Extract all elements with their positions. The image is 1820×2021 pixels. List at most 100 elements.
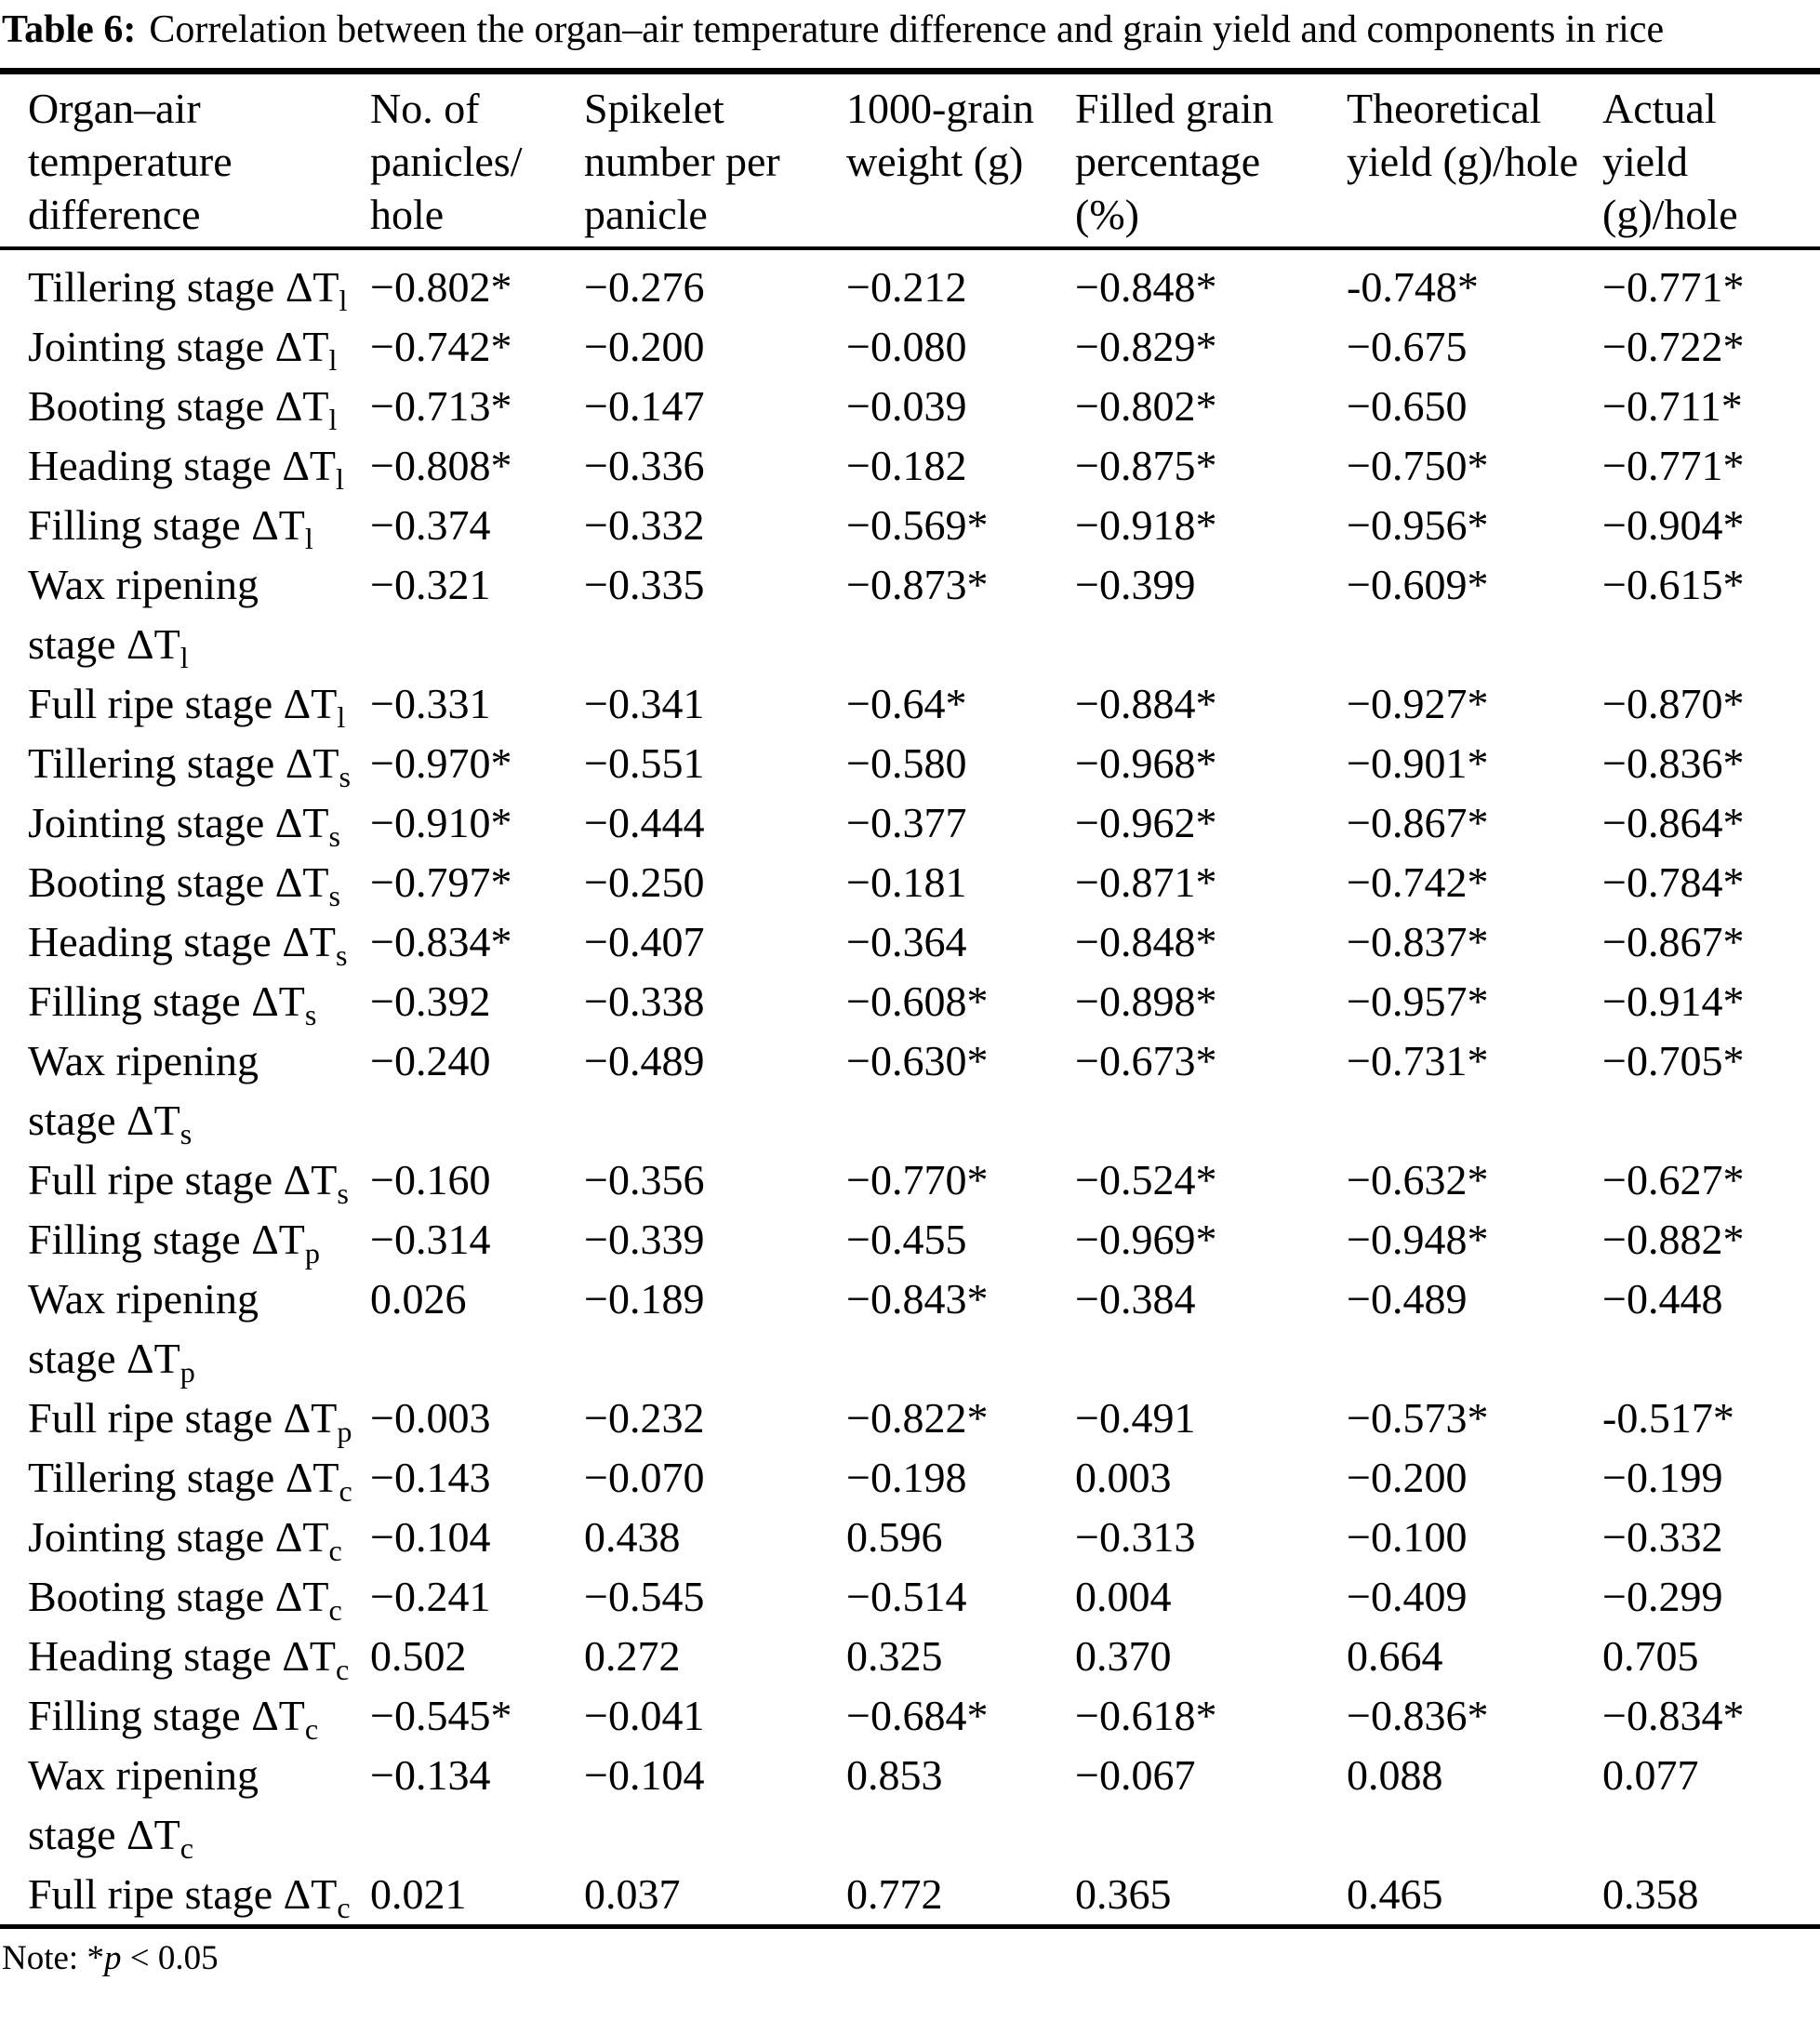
cell-value: −0.684* [846,1692,989,1739]
cell-value: −0.914* [1602,977,1745,1025]
cell-value: −0.650 [1347,382,1468,430]
row-label-cell: Wax ripening stage ΔTs [0,1031,370,1150]
row-label-cell: Filling stage ΔTl [0,496,370,555]
table-row: Jointing stage ΔTs −0.910* −0.444 −0.377 −0.… [0,793,1820,853]
table-row: Filling stage ΔTs −0.392 −0.338 −0.608* −0.8… [0,972,1820,1031]
cell-value: 0.004 [1075,1573,1172,1620]
row-label-subscript: c [336,1653,350,1687]
cell-value: −0.514 [846,1573,967,1620]
cell-value: −0.822* [846,1394,989,1442]
row-label: Tillering stage ΔT [28,1454,339,1501]
cell-value: −0.609* [1347,561,1489,608]
row-label-subscript: p [179,1355,195,1389]
cell-value: −0.491 [1075,1394,1196,1442]
cell-value: −0.632* [1347,1156,1489,1203]
cell-value: -0.517* [1602,1394,1734,1442]
cell-value: −0.837* [1347,918,1489,965]
cell-value: −0.836* [1602,739,1745,787]
row-label-subscript: c [179,1831,193,1866]
row-label-subscript: s [304,998,317,1032]
table-row: Heading stage ΔTc 0.502 0.272 0.325 0.370 0.6… [0,1627,1820,1686]
cell-value: −0.198 [846,1454,967,1501]
cell-value: −0.332 [584,501,705,549]
cell-value: −0.713* [370,382,512,430]
row-label: Tillering stage ΔT [28,263,339,311]
cell-value: 0.596 [846,1513,943,1561]
cell-value: −0.673* [1075,1037,1217,1084]
cell-value: −0.039 [846,382,967,430]
row-label: Heading stage ΔT [28,1632,337,1680]
row-label-subscript: l [304,522,313,556]
cell-value: −0.299 [1602,1573,1723,1620]
cell-value: −0.731* [1347,1037,1489,1084]
cell-value: −0.364 [846,918,967,965]
row-label-cell: Full ripe stage ΔTc [0,1865,370,1927]
row-label-subscript: s [328,879,340,913]
row-label: Wax ripening stage ΔT [28,1275,259,1382]
table-title: Table 6: Correlation between the organ–ai… [2,6,1818,55]
row-label-cell: Jointing stage ΔTl [0,317,370,377]
cell-value: -0.748* [1347,263,1479,311]
table-row: Heading stage ΔTs −0.834* −0.407 −0.364 −0.8… [0,912,1820,972]
row-label-subscript: c [339,1474,352,1509]
cell-value: −0.802* [370,263,512,311]
row-label-cell: Tillering stage ΔTs [0,734,370,793]
cell-value: −0.884* [1075,680,1217,727]
cell-value: −0.399 [1075,561,1196,608]
cell-value: −0.630* [846,1037,989,1084]
row-label: Wax ripening stage ΔT [28,1751,259,1858]
row-label: Jointing stage ΔT [28,323,329,370]
cell-value: −0.524* [1075,1156,1217,1203]
cell-value: −0.067 [1075,1751,1196,1799]
cell-value: −0.070 [584,1454,705,1501]
cell-value: −0.962* [1075,799,1217,846]
cell-value: −0.455 [846,1216,967,1263]
cell-value: −0.551 [584,739,705,787]
table-row: Booting stage ΔTl −0.713* −0.147 −0.039 −0.8… [0,377,1820,436]
table-row: Tillering stage ΔTc −0.143 −0.070 −0.198 0.0… [0,1448,1820,1508]
cell-value: −0.957* [1347,977,1489,1025]
cell-value: −0.948* [1347,1216,1489,1263]
row-label-cell: Full ripe stage ΔTl [0,674,370,734]
cell-value: −0.848* [1075,918,1217,965]
cell-value: −0.848* [1075,263,1217,311]
cell-value: −0.969* [1075,1216,1217,1263]
table-row: Full ripe stage ΔTp −0.003 −0.232 −0.822* −0… [0,1389,1820,1448]
column-header-filled-grain-percentage: Filled grain percentage (%) [1075,71,1347,250]
row-label-subscript: c [337,1891,351,1925]
row-label-cell: Booting stage ΔTc [0,1567,370,1627]
cell-value: −0.489 [1347,1275,1468,1323]
row-label-subscript: c [304,1712,319,1747]
row-label: Booting stage ΔT [28,1573,329,1620]
cell-value: −0.313 [1075,1513,1196,1561]
cell-value: −0.742* [1347,858,1489,906]
cell-value: −0.834* [1602,1692,1745,1739]
cell-value: −0.338 [584,977,705,1025]
row-label-subscript: s [328,819,340,854]
cell-value: −0.843* [846,1275,989,1323]
cell-value: −0.871* [1075,858,1217,906]
row-label-subscript: l [328,403,338,437]
table-row: Heading stage ΔTl −0.808* −0.336 −0.182 −0.8… [0,436,1820,496]
row-label-cell: Wax ripening stage ΔTc [0,1746,370,1865]
cell-value: −0.956* [1347,501,1489,549]
cell-value: 0.370 [1075,1632,1172,1680]
cell-value: −0.545 [584,1573,705,1620]
cell-value: 0.502 [370,1632,467,1680]
cell-value: −0.200 [584,323,705,370]
table-row: Full ripe stage ΔTs −0.160 −0.356 −0.770* −0… [0,1150,1820,1210]
cell-value: 0.026 [370,1275,467,1323]
cell-value: −0.867* [1602,918,1745,965]
cell-value: −0.770* [846,1156,989,1203]
table-note: Note: *p < 0.05 [2,1936,1818,1981]
cell-value: −0.384 [1075,1275,1196,1323]
table-row: Booting stage ΔTc −0.241 −0.545 −0.514 0.004… [0,1567,1820,1627]
cell-value: −0.836* [1347,1692,1489,1739]
row-label-cell: Heading stage ΔTs [0,912,370,972]
cell-value: 0.365 [1075,1870,1172,1918]
cell-value: −0.834* [370,918,512,965]
cell-value: −0.927* [1347,680,1489,727]
cell-value: −0.784* [1602,858,1745,906]
row-label: Full ripe stage ΔT [28,1156,338,1203]
row-label-subscript: l [328,343,338,378]
